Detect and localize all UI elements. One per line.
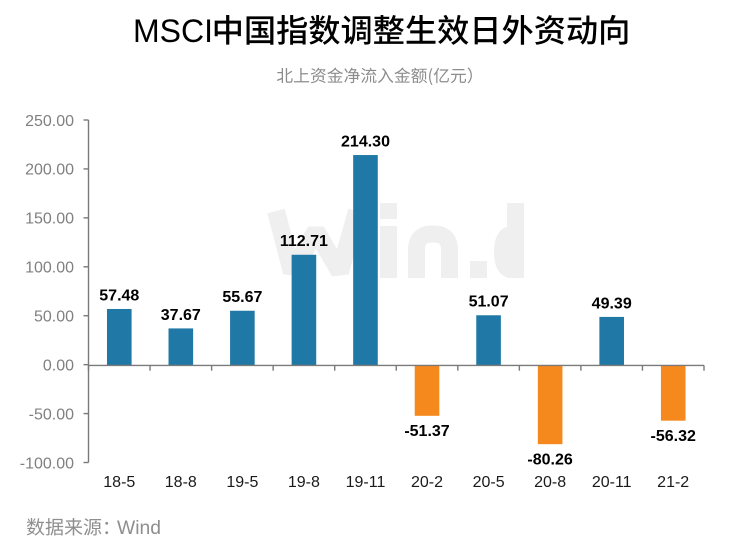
svg-text:19-8: 19-8 [288,474,320,491]
svg-text:51.07: 51.07 [469,294,509,311]
svg-text:18-8: 18-8 [165,474,197,491]
svg-text:-80.26: -80.26 [527,452,572,469]
svg-text:21-2: 21-2 [657,474,689,491]
svg-text:Wind: Wind [117,518,161,539]
svg-text:150.00: 150.00 [25,211,74,228]
svg-text:49.39: 49.39 [592,295,632,312]
svg-text:-50.00: -50.00 [29,406,74,423]
svg-text:-51.37: -51.37 [404,423,449,440]
svg-text:20-5: 20-5 [473,474,505,491]
svg-text:19-5: 19-5 [226,474,258,491]
svg-text:20-8: 20-8 [534,474,566,491]
svg-text:37.67: 37.67 [161,307,201,324]
svg-text:18-5: 18-5 [103,474,135,491]
svg-text:19-11: 19-11 [346,474,386,491]
svg-text:57.48: 57.48 [99,287,139,304]
svg-text:0.00: 0.00 [43,357,74,374]
svg-text:50.00: 50.00 [34,309,74,326]
svg-text:200.00: 200.00 [25,162,74,179]
svg-text:250.00: 250.00 [25,113,74,130]
svg-text:-56.32: -56.32 [651,428,696,445]
svg-text:55.67: 55.67 [222,289,262,306]
svg-text:20-2: 20-2 [411,474,443,491]
svg-text:112.71: 112.71 [280,233,328,250]
svg-text:MSCI: MSCI [133,13,213,49]
svg-text:214.30: 214.30 [341,133,390,150]
svg-text:100.00: 100.00 [25,260,74,277]
svg-text:20-11: 20-11 [592,474,632,491]
svg-text:-100.00: -100.00 [20,455,74,472]
